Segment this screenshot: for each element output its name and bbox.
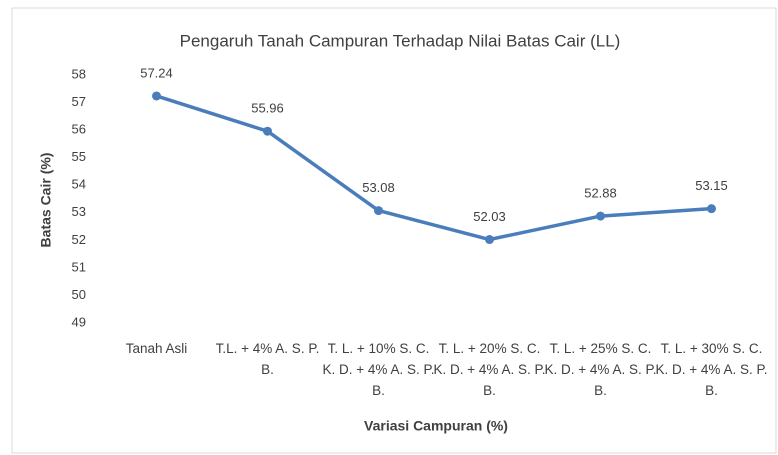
- y-tick-label: 55: [72, 149, 86, 164]
- y-tick-label: 54: [72, 177, 86, 192]
- x-tick-label: T. L. + 25% S. C. K. D. + 4% A. S. P. B.: [544, 341, 657, 398]
- y-tick-label: 53: [72, 204, 86, 219]
- point: [596, 211, 605, 221]
- data-label: 55.96: [251, 101, 284, 116]
- y-tick-label: 57: [72, 94, 86, 109]
- point: [374, 206, 383, 216]
- y-axis-title: Batas Cair (%): [38, 153, 54, 248]
- x-tick-label: T. L. + 30% S. C. K. D. + 4% A. S. P. B.: [655, 341, 768, 398]
- point: [485, 235, 494, 245]
- data-label: 52.03: [473, 209, 506, 224]
- data-label: 52.88: [584, 186, 617, 201]
- x-axis-title: Variasi Campuran (%): [364, 418, 508, 434]
- data-label: 53.08: [362, 180, 395, 195]
- y-tick-label: 58: [72, 66, 86, 81]
- chart-frame: [11, 7, 777, 454]
- point: [152, 91, 161, 101]
- y-tick-label: 52: [72, 232, 86, 247]
- line: [155, 94, 712, 242]
- x-tick-label: T. L. + 20% S. C. K. D. + 4% A. S. P. B.: [433, 341, 546, 398]
- point: [263, 126, 272, 136]
- chart-title: Pengaruh Tanah Campuran Terhadap Nilai B…: [180, 31, 621, 50]
- y-tick-label: 50: [72, 287, 86, 302]
- y-tick-label: 49: [72, 314, 86, 329]
- y-tick-label: 51: [72, 259, 86, 274]
- x-tick-label: T.L. + 4% A. S. P. B.: [215, 341, 320, 377]
- data-label: 57.24: [140, 65, 173, 80]
- x-tick-label: Tanah Asli: [125, 341, 188, 356]
- x-tick-label: T. L. + 10% S. C. K. D. + 4% A. S. P. B.: [322, 341, 435, 398]
- y-tick-label: 56: [72, 122, 86, 137]
- data-label: 53.15: [695, 178, 728, 193]
- point: [707, 204, 716, 214]
